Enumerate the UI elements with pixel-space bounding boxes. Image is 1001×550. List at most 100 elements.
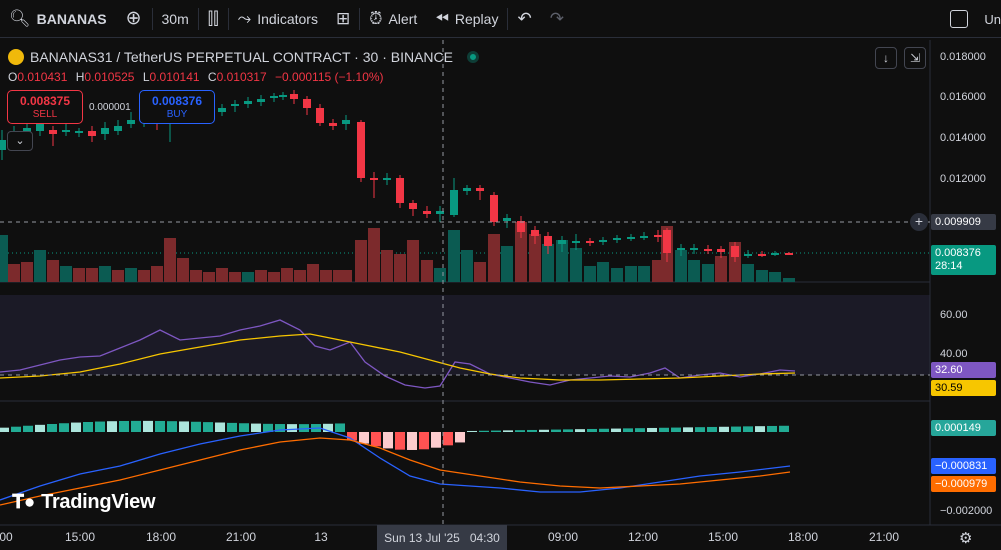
low-label: L (142, 70, 150, 84)
macd-line (0, 427, 791, 501)
rsi-axis-label: 60.00 (940, 309, 968, 321)
time-label: 18:00 (787, 530, 819, 544)
macd-histogram-bar (539, 429, 549, 432)
volume-bar (529, 234, 541, 282)
layouts-button[interactable]: ⊞ (327, 0, 359, 38)
volume-bar (0, 235, 8, 282)
macd-histogram-bar (431, 432, 441, 448)
symbol-title: BANANAS31 / TetherUS PERPETUAL CONTRACT … (30, 49, 453, 65)
candle-body (244, 101, 252, 104)
candle-body (114, 126, 122, 131)
add-alert-icon[interactable]: + (910, 213, 928, 231)
candle-body (463, 188, 471, 191)
time-label: 13 (314, 530, 328, 544)
macd-histogram-bar (371, 432, 381, 447)
macd-pane (0, 420, 791, 506)
separator (359, 7, 361, 30)
candle-body (75, 131, 83, 133)
macd-histogram-bar (119, 420, 129, 432)
price-label: 0.012000 (940, 173, 986, 185)
sell-button[interactable]: 0.008375 SELL (7, 90, 83, 124)
candle-body (231, 104, 239, 106)
rsi-ma-line (0, 333, 796, 381)
macd-histogram-bar (11, 426, 21, 432)
candle-body (342, 120, 350, 124)
symbol-legend[interactable]: BANANAS31 / TetherUS PERPETUAL CONTRACT … (8, 49, 479, 65)
last-price-tag: 0.008376 28:14 (931, 245, 996, 275)
macd-histogram-bar (467, 430, 477, 432)
scroll-down-button[interactable]: ↓ (875, 47, 897, 69)
macd-histogram-bar (287, 424, 297, 432)
volume-bar (756, 270, 768, 282)
candle-body (517, 221, 525, 232)
volume-bar (381, 250, 393, 282)
indicators-label: Indicators (257, 10, 318, 27)
chart-type-button[interactable]: ⫿⫿ (199, 0, 228, 38)
rsi-value-tag: 32.60 (931, 362, 996, 378)
macd-histogram-bar (83, 421, 93, 432)
tradingview-logo[interactable]: 𝐓● TradingView (12, 491, 156, 514)
volume-bar (268, 272, 280, 282)
undo-button[interactable]: ↶ (508, 0, 540, 38)
candle-body (49, 130, 57, 134)
candle-body (690, 248, 698, 250)
chart-canvas[interactable] (0, 40, 1001, 550)
volume-bar (177, 258, 189, 282)
interval-button[interactable]: 30m (153, 0, 198, 38)
redo-button[interactable]: ↷ (541, 0, 573, 38)
volume-bar (151, 266, 163, 282)
candle-body (558, 240, 566, 244)
pane-backgrounds (0, 295, 930, 375)
volume-bar (34, 250, 46, 282)
volume-bar (255, 270, 267, 282)
volume-bar (556, 240, 568, 282)
collapse-legend-button[interactable]: ⌄ (7, 131, 33, 151)
candle-body (329, 123, 337, 126)
alarm-clock-icon: ⏰︎ (369, 9, 383, 28)
spread-value: 0.000001 (89, 102, 131, 113)
alert-button[interactable]: ⏰︎ Alert (360, 0, 426, 38)
compare-button[interactable]: ⊕ (116, 0, 152, 38)
candle-body (436, 211, 444, 214)
crosshair (0, 40, 930, 525)
macd-histogram-bar (683, 427, 693, 432)
candle-body (316, 108, 324, 123)
candles-icon: ⫿⫿ (207, 9, 219, 28)
volume-bar (355, 240, 367, 282)
buy-button[interactable]: 0.008376 BUY (139, 90, 215, 124)
volume-bars (0, 222, 795, 282)
macd-histogram-bar (587, 428, 597, 432)
candle-body (717, 249, 725, 252)
candle-body (544, 236, 552, 246)
macd-histogram-bar (743, 426, 753, 432)
rsi-line (0, 319, 796, 389)
macd-histogram-bar (47, 423, 57, 432)
crosshair-price-tag: 0.009909 (931, 214, 996, 230)
candle-body (270, 96, 278, 98)
candle-body (370, 178, 378, 180)
coin-logo-icon (8, 49, 24, 65)
macd-histogram-bar (71, 422, 81, 432)
indicators-button[interactable]: ⤳ Indicators (229, 0, 327, 38)
candle-body (613, 238, 621, 240)
search-icon: 🔍︎ (9, 9, 31, 28)
plus-circle-icon: ⊕ (125, 8, 142, 29)
replay-button[interactable]: ⏪︎ Replay (426, 0, 507, 38)
volume-bar (461, 250, 473, 282)
symbol-search[interactable]: 🔍︎ BANANAS (0, 0, 116, 38)
ohlc-values: O0.010431 H0.010525 L0.010141 C0.010317 … (8, 70, 389, 84)
macd-histogram-bar (239, 423, 249, 432)
close-value: 0.010317 (216, 70, 267, 84)
gear-icon[interactable]: ⚙︎ (959, 530, 973, 547)
macd-histogram-bar (779, 425, 789, 432)
fullscreen-checkbox[interactable] (950, 10, 969, 28)
maximize-button[interactable]: ⇲ (904, 47, 926, 69)
macd-histogram-bar (719, 426, 729, 432)
sell-label: SELL (32, 109, 58, 120)
volume-bar (281, 268, 293, 282)
volume-bar (86, 268, 98, 282)
time-label: 09:00 (547, 530, 579, 544)
macd-histogram-bar (263, 423, 273, 432)
user-menu[interactable]: Un (984, 11, 1001, 27)
macd-histogram-bar (767, 425, 777, 432)
